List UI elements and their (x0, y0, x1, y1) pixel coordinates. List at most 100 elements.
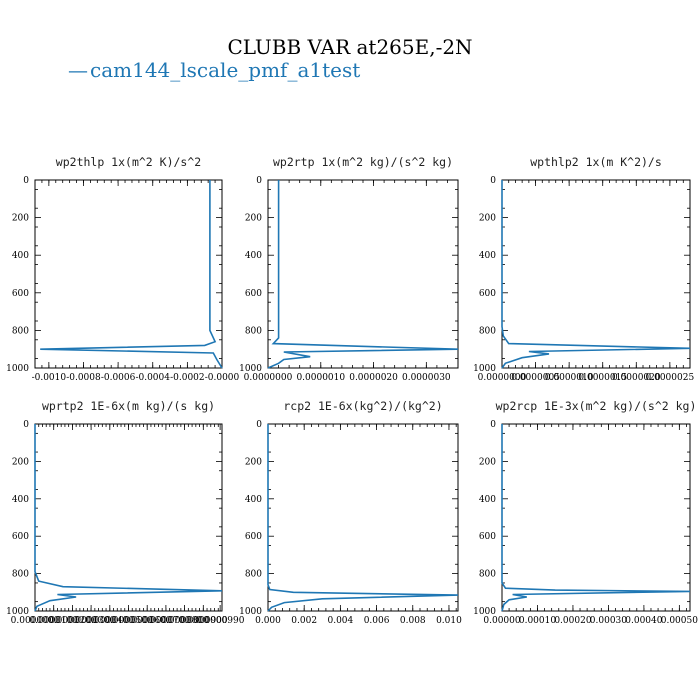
y-tick-label: 600 (12, 532, 29, 542)
plot-frame (267, 423, 459, 612)
x-tick-label: 0.006 (364, 616, 390, 626)
y-tick-label: 400 (12, 251, 29, 261)
x-tick-label: -0.0006 (101, 373, 136, 383)
x-tick-label: 0.0000010 (545, 373, 594, 383)
y-tick-label: 800 (12, 326, 29, 336)
x-tick-label: -0.0004 (135, 373, 170, 383)
panel-2: wp2rtp 1x(m^2 kg)/(s^2 kg) 0 200 400 600 800 1… (239, 155, 459, 383)
series-line-1 (501, 180, 691, 369)
y-tick-label: 0 (490, 420, 496, 430)
x-tick-label: -0.0010 (32, 373, 67, 383)
panel-5: rcp2 1E-6x(kg^2)/(kg^2) 0 200 400 600 800 1000… (239, 399, 462, 626)
y-tick-label: 200 (479, 457, 496, 467)
y-tick-label: 200 (245, 457, 262, 467)
x-tick-label: 0.008 (400, 616, 426, 626)
y-tick-label: 200 (12, 214, 29, 224)
y-tick-label: 1000 (6, 607, 29, 617)
y-tick-label: 0 (256, 420, 262, 430)
x-tick-label: 0.00020 (554, 616, 591, 626)
x-tick-label: 0.0000030 (402, 373, 451, 383)
series-line-1 (267, 424, 459, 612)
x-tick-label: 0.0000200 (48, 616, 97, 626)
y-tick-label: 400 (479, 495, 496, 505)
panel-4: wprtp2 1E-6x(m kg)/(s kg) 0 200 400 600 800 10… (6, 399, 245, 626)
x-tick-label: 0.0000300 (67, 616, 116, 626)
y-tick-label: 400 (245, 495, 262, 505)
x-tick-label: 0.00040 (625, 616, 662, 626)
y-tick-label: 1000 (6, 364, 29, 374)
y-tick-label: 0 (490, 176, 496, 186)
y-tick-label: 600 (245, 289, 262, 299)
x-tick-label: 0.0000020 (612, 373, 661, 383)
x-tick-label: 0.0000015 (578, 373, 627, 383)
y-tick-label: 800 (245, 326, 262, 336)
y-tick-label: 1000 (239, 364, 262, 374)
x-tick-label: 0.010 (436, 616, 462, 626)
plot-frame (34, 179, 223, 369)
x-tick-label: 0.0000020 (349, 373, 398, 383)
x-tick-label: 0.0000700 (142, 616, 191, 626)
series-line-1 (34, 424, 223, 612)
y-tick-label: 400 (12, 495, 29, 505)
series-line-1 (501, 424, 691, 612)
series-line-1 (40, 180, 223, 369)
y-tick-label: 800 (12, 570, 29, 580)
y-tick-label: 600 (245, 532, 262, 542)
x-tick-label: 0.0000800 (160, 616, 209, 626)
y-tick-label: 800 (245, 570, 262, 580)
legend-label: cam144_lscale_pmf_a1test (90, 58, 360, 82)
plot-frame (267, 179, 459, 369)
x-tick-label: 0.002 (291, 616, 317, 626)
plot-frame (34, 423, 223, 612)
panel-6: wp2rcp 1E-3x(m^2 kg)/(s^2 kg)0 200 400 600 8… (473, 399, 698, 626)
x-tick-label: 0.0000005 (511, 373, 560, 383)
x-tick-label: 0.00030 (590, 616, 627, 626)
y-tick-label: 200 (479, 214, 496, 224)
x-tick-label: 0.0000100 (29, 616, 78, 626)
x-tick-label: 0.00050 (661, 616, 698, 626)
plot-frame (501, 179, 691, 369)
panel-title: wpthlp2 1x(m K^2)/s (530, 155, 662, 169)
x-tick-label: 0.0000900 (179, 616, 228, 626)
y-tick-label: 800 (479, 570, 496, 580)
y-tick-label: 0 (256, 176, 262, 186)
panel-title: wp2rtp 1x(m^2 kg)/(s^2 kg) (273, 155, 453, 169)
y-tick-label: 1000 (473, 607, 496, 617)
y-tick-label: 600 (479, 289, 496, 299)
x-tick-label: -0.0000 (205, 373, 240, 383)
panel-1: wp2thlp 1x(m^2 K)/s^202004006008001000-0… (6, 155, 239, 383)
x-tick-label: 0.0000000 (11, 616, 60, 626)
x-tick-label: 0.0000025 (646, 373, 695, 383)
series-line-1 (267, 180, 459, 369)
legend-line-glyph: — (68, 58, 88, 82)
x-tick-label: 0.0000500 (104, 616, 153, 626)
x-tick-label: 0.004 (327, 616, 353, 626)
x-tick-label: 0.0000990 (196, 616, 245, 626)
y-tick-label: 400 (479, 251, 496, 261)
y-tick-label: 0 (23, 176, 29, 186)
x-tick-label: 0.00010 (519, 616, 556, 626)
x-tick-label: 0.00000 (483, 616, 520, 626)
panel-3: wpthlp2 1x(m K^2)/s020040060080010000.00… (473, 155, 694, 383)
y-tick-label: 1000 (473, 364, 496, 374)
panel-title: wp2thlp 1x(m^2 K)/s^2 (56, 155, 201, 169)
panel-title: wprtp2 1E-6x(m kg)/(s kg) (42, 399, 215, 413)
x-tick-label: -0.0008 (66, 373, 101, 383)
y-tick-label: 600 (12, 289, 29, 299)
y-tick-label: 200 (245, 214, 262, 224)
y-tick-label: 400 (245, 251, 262, 261)
y-tick-label: 800 (479, 326, 496, 336)
figure-title: CLUBB VAR at265E,-2N (227, 35, 472, 59)
y-tick-label: 1000 (239, 607, 262, 617)
plot-frame (501, 423, 691, 612)
panel-title: wp2rcp 1E-3x(m^2 kg)/(s^2 kg) (496, 399, 697, 413)
y-tick-label: 200 (12, 457, 29, 467)
y-tick-label: 0 (23, 420, 29, 430)
x-tick-label: -0.0002 (170, 373, 205, 383)
x-tick-label: 0.0000600 (123, 616, 172, 626)
x-tick-label: 0.000 (255, 616, 281, 626)
x-tick-label: 0.0000000 (478, 373, 527, 383)
y-tick-label: 600 (479, 532, 496, 542)
panels: wp2thlp 1x(m^2 K)/s^202004006008001000-0… (6, 155, 698, 626)
